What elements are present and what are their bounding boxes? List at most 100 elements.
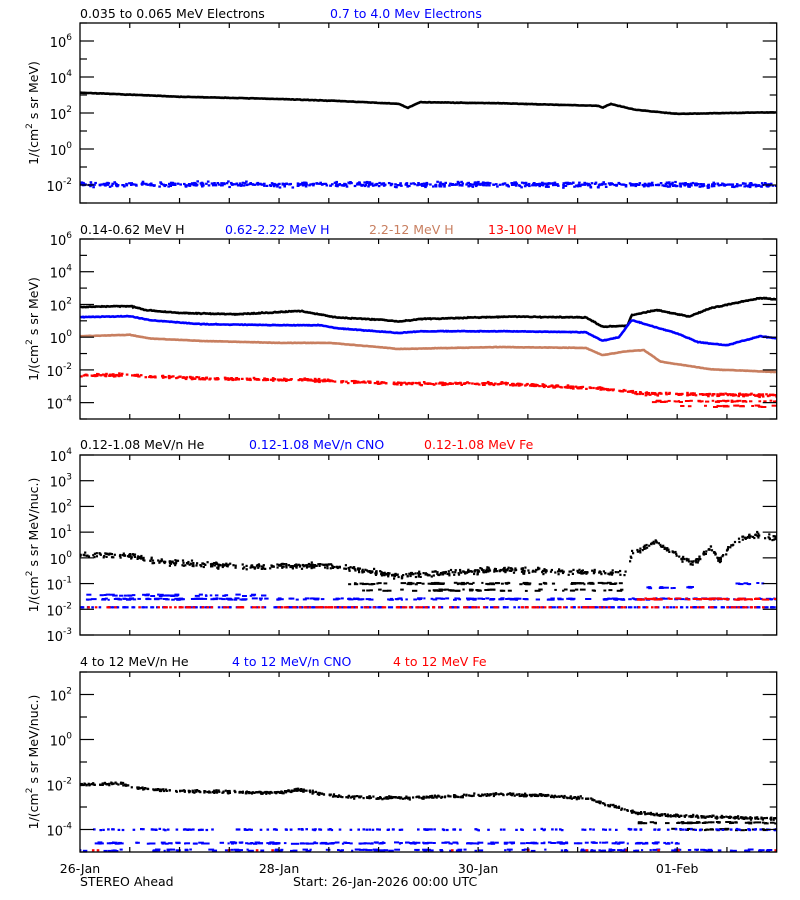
data-point [737, 395, 740, 398]
data-point [393, 577, 396, 580]
data-point [510, 842, 514, 845]
data-point [571, 181, 575, 184]
data-point [720, 814, 723, 817]
data-point [394, 841, 400, 844]
data-point [716, 404, 719, 407]
data-point [132, 606, 136, 609]
data-point [445, 597, 450, 600]
data-point [517, 606, 521, 609]
data-point [678, 815, 681, 818]
data-point [118, 598, 123, 601]
data-point [570, 606, 573, 609]
data-point [215, 789, 218, 792]
y-tick-label: 103 [50, 473, 72, 491]
data-point [283, 606, 287, 609]
data-point [509, 793, 512, 796]
data-point [454, 597, 457, 600]
data-point [436, 571, 439, 574]
data-point [531, 570, 534, 573]
data-point [265, 792, 268, 795]
data-point [158, 827, 162, 830]
data-point [245, 564, 248, 567]
data-point [113, 553, 116, 556]
data-point [602, 598, 609, 601]
data-point [774, 184, 777, 187]
data-point [291, 186, 295, 189]
data-point [643, 811, 646, 814]
data-point [110, 781, 113, 784]
data-point [433, 828, 436, 831]
data-point [678, 597, 682, 600]
data-point [282, 565, 285, 568]
data-point [477, 793, 480, 796]
data-point [767, 536, 770, 539]
data-point [698, 393, 702, 396]
data-point [104, 782, 107, 785]
data-point [493, 570, 496, 573]
data-point [722, 554, 725, 557]
data-point [455, 589, 461, 592]
data-point [642, 842, 649, 845]
data-point [417, 382, 421, 385]
data-point [292, 789, 295, 792]
data-point [294, 606, 297, 609]
data-point [224, 378, 227, 381]
data-point [378, 181, 381, 185]
data-point [205, 828, 209, 832]
data-point [89, 185, 92, 188]
data-point [227, 180, 230, 183]
data-point [418, 383, 422, 386]
data-point [570, 583, 574, 585]
data-point [319, 828, 323, 831]
data-point [419, 183, 422, 186]
data-point [311, 563, 314, 566]
data-point [351, 795, 354, 798]
data-point [288, 183, 291, 186]
data-point [559, 828, 562, 831]
data-point [296, 184, 300, 187]
data-point [506, 848, 513, 851]
data-point [775, 400, 777, 403]
data-point [649, 811, 652, 814]
data-point [486, 181, 489, 184]
data-point [742, 535, 745, 538]
data-point [663, 813, 666, 816]
data-point [734, 394, 738, 397]
data-point [577, 795, 580, 798]
plot-frame [79, 238, 778, 420]
data-point [610, 583, 617, 585]
y-tick-label: 10-1 [46, 576, 72, 594]
data-point [692, 606, 695, 609]
data-point [423, 184, 426, 187]
data-point [387, 598, 390, 601]
data-point [103, 555, 106, 558]
data-point [558, 568, 561, 571]
data-point [130, 557, 133, 560]
data-point [704, 821, 707, 824]
data-point [379, 382, 383, 385]
data-point [364, 183, 368, 187]
data-point [221, 606, 225, 609]
data-point [675, 606, 678, 609]
data-point [488, 383, 492, 386]
series-0-12-1-08-mev-n-cno [80, 582, 777, 609]
data-point [92, 554, 95, 557]
data-point [345, 796, 348, 799]
data-point [580, 606, 584, 609]
data-point [188, 563, 191, 566]
data-point [567, 573, 570, 576]
data-point [297, 789, 300, 792]
data-point [546, 182, 550, 185]
data-point [295, 564, 298, 567]
data-point [416, 572, 420, 575]
data-point [579, 588, 586, 591]
data-point [588, 581, 594, 584]
data-point [748, 536, 751, 539]
data-point [137, 597, 141, 600]
data-point [87, 555, 91, 558]
data-point [573, 606, 576, 609]
data-point [229, 562, 232, 565]
data-point [95, 552, 98, 555]
data-point [426, 841, 433, 844]
data-point [140, 787, 143, 790]
